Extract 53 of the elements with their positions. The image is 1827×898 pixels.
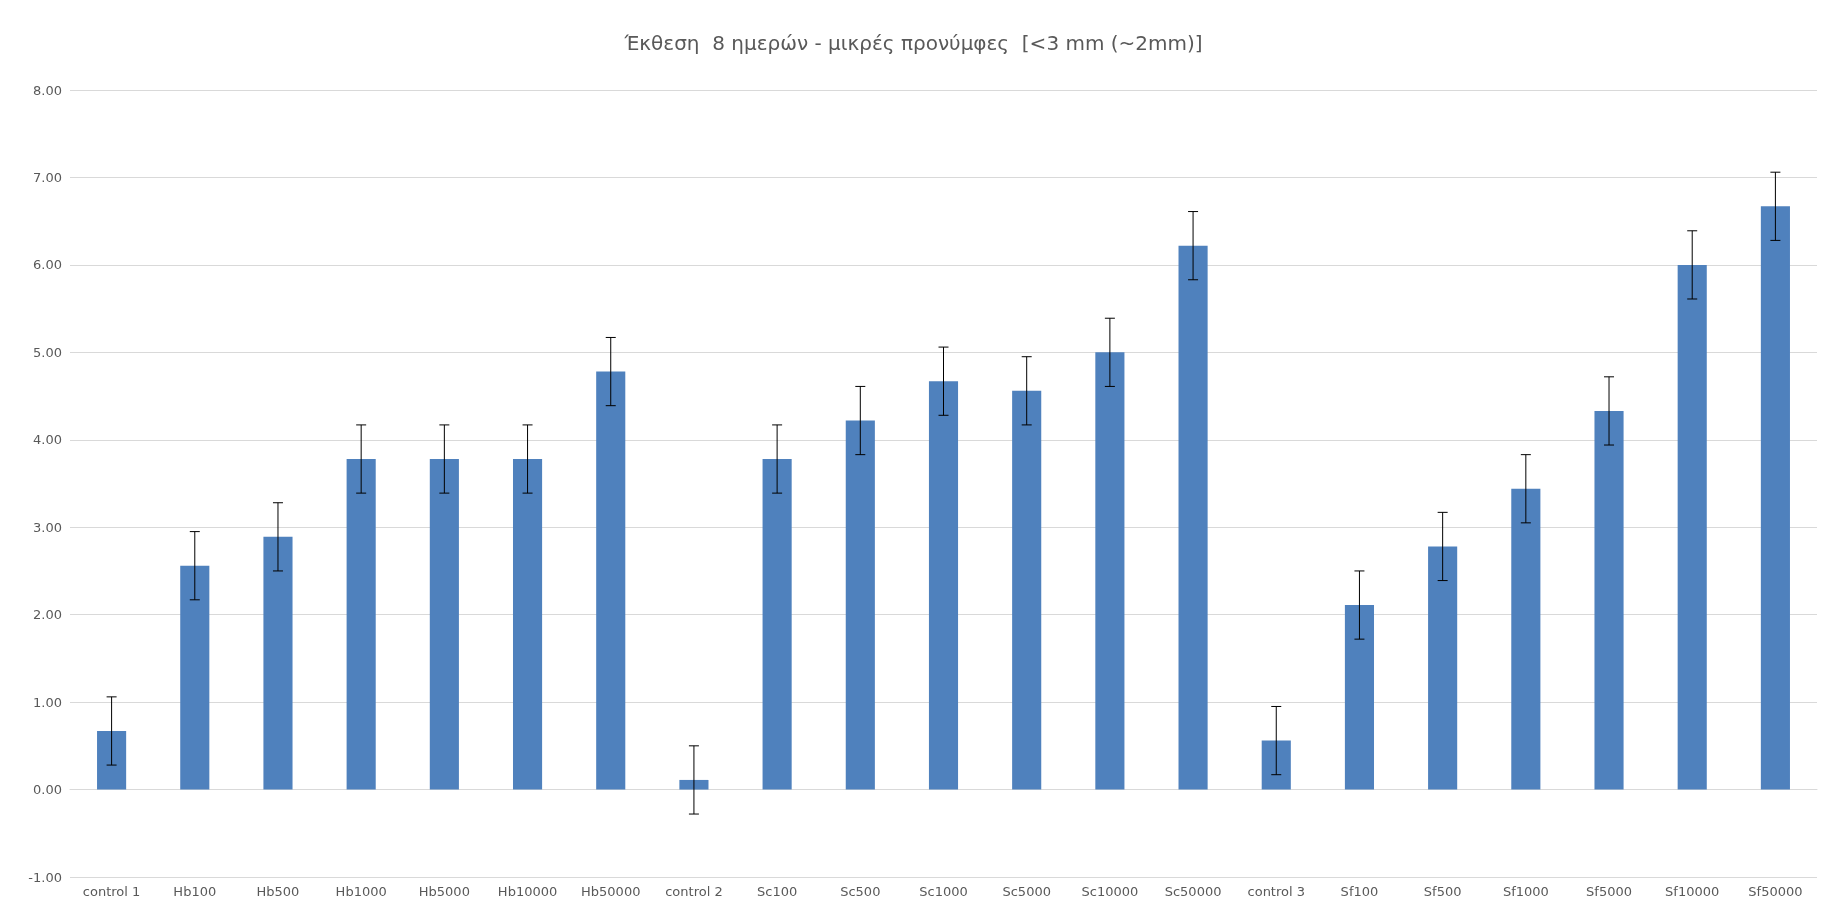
- bar: [1344, 605, 1375, 790]
- y-tick-label: 4.00: [33, 432, 62, 448]
- bar: [97, 730, 127, 790]
- bar: [1428, 546, 1458, 790]
- x-tick-label: Hb100: [173, 884, 217, 898]
- bar: [263, 536, 293, 790]
- x-tick-label: Hb50000: [581, 884, 641, 898]
- x-tick-label: Hb10000: [497, 884, 558, 898]
- bar: [512, 459, 543, 790]
- y-tick-label: 0.00: [33, 782, 62, 798]
- bar: [1594, 410, 1624, 790]
- y-tick-label: 6.00: [33, 257, 62, 273]
- bar: [1095, 352, 1125, 790]
- x-tick-label: Sf50000: [1748, 884, 1803, 898]
- x-tick-label: Sc10000: [1081, 884, 1139, 898]
- bar: [429, 459, 459, 790]
- y-tick-label: 8.00: [33, 82, 62, 98]
- x-tick-label: Sf500: [1423, 884, 1462, 898]
- y-tick-label: 3.00: [33, 519, 62, 535]
- x-tick-label: Sf100: [1340, 884, 1379, 898]
- x-tick-label: control 1: [82, 884, 141, 898]
- x-tick-label: Sc5000: [1002, 884, 1051, 898]
- y-tick-label: 5.00: [33, 344, 62, 360]
- bar: [346, 459, 376, 790]
- bar: [928, 381, 959, 790]
- bar: [596, 371, 626, 790]
- bar: [762, 459, 792, 790]
- bar: [1677, 264, 1707, 790]
- x-tick-label: Hb5000: [418, 884, 470, 898]
- x-tick-label: Sc50000: [1164, 884, 1222, 898]
- bar: [679, 779, 709, 790]
- x-tick-label: Sc100: [757, 884, 798, 898]
- y-tick-label: 7.00: [33, 169, 62, 185]
- x-tick-label: Sc1000: [919, 884, 968, 898]
- bar: [180, 565, 210, 790]
- x-tick-label: control 3: [1247, 884, 1305, 898]
- bar: [1261, 740, 1291, 790]
- bar: [845, 420, 875, 790]
- x-tick-label: Sf10000: [1665, 884, 1720, 898]
- x-tick-label: Hb500: [256, 884, 300, 898]
- bar: [1760, 206, 1790, 790]
- x-tick-label: Sc500: [840, 884, 881, 898]
- y-tick-label: -1.00: [28, 869, 62, 885]
- bar: [1012, 390, 1042, 790]
- x-tick-label: Hb1000: [335, 884, 387, 898]
- y-tick-label: 2.00: [33, 607, 62, 623]
- chart-title: Έκθεση 8 ημερών - μικρές προνύμφες [<3 mm (~2mm)]: [623, 31, 1203, 55]
- x-tick-label: Sf5000: [1586, 884, 1632, 898]
- bar: [1511, 488, 1541, 790]
- x-tick-label: Sf1000: [1502, 884, 1549, 898]
- y-tick-label: 1.00: [33, 694, 62, 710]
- x-tick-label: control 2: [665, 884, 723, 898]
- bar: [1178, 245, 1208, 790]
